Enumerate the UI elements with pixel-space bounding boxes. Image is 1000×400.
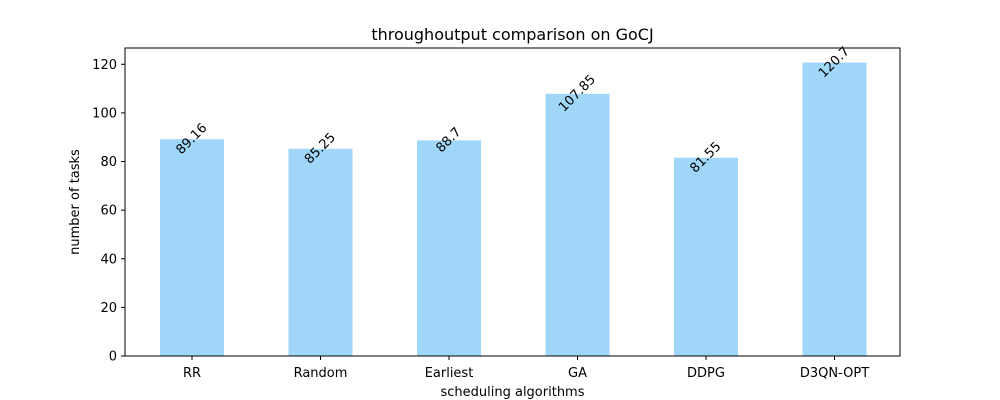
bar-ddpg (674, 157, 738, 356)
chart-title: throughoutput comparison on GoCJ (371, 25, 653, 44)
x-tick-label: RR (183, 366, 201, 381)
bar-d3qn-opt (802, 62, 867, 357)
y-tick-label: 80 (100, 155, 117, 170)
x-tick-label: D3QN-OPT (800, 366, 869, 381)
axes-layer (124, 47, 901, 357)
y-axis-label: number of tasks (68, 149, 83, 255)
bar-ga (545, 93, 610, 356)
x-tick-label: GA (568, 366, 587, 381)
y-tick-label: 40 (100, 252, 117, 267)
y-tick-label: 60 (100, 204, 117, 219)
y-tick-label: 20 (100, 301, 117, 316)
x-axis-label: scheduling algorithms (440, 385, 584, 400)
plot-frame (124, 47, 901, 357)
y-tick-label: 0 (109, 350, 117, 365)
bars-layer (160, 62, 867, 357)
y-tick-label: 100 (92, 106, 117, 121)
bar-rr (160, 139, 224, 356)
y-tick-label: 120 (92, 58, 117, 73)
ticks-layer (121, 63, 835, 360)
x-tick-label: Random (294, 366, 348, 381)
x-tick-label: DDPG (687, 366, 725, 381)
bar-earliest (417, 140, 481, 356)
x-tick-label: Earliest (425, 366, 474, 381)
bar-random (288, 148, 353, 356)
